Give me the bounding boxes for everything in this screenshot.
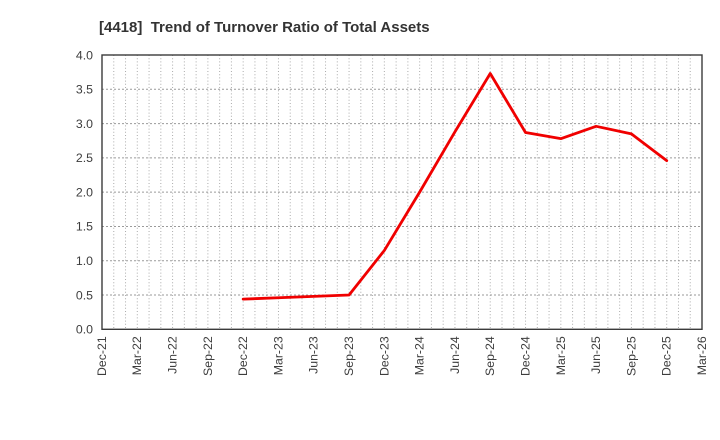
x-tick-label: Jun-25: [589, 336, 603, 374]
y-tick-label: 0.5: [76, 288, 93, 302]
y-tick-label: 4.0: [76, 48, 93, 62]
x-tick-label: Dec-24: [518, 336, 532, 376]
series-line: [241, 72, 669, 301]
y-tick-label: 2.5: [76, 151, 93, 165]
x-tick-label: Mar-26: [695, 336, 709, 375]
y-tick-label: 1.5: [76, 220, 93, 234]
x-tick-label: Sep-25: [624, 336, 638, 376]
x-tick-label: Dec-23: [377, 336, 391, 376]
y-axis-labels: 0.0 0.5 1.0 1.5 2.0 2.5 3.0 3.5 4.0: [76, 48, 93, 336]
grid: [102, 55, 702, 330]
x-tick-label: Dec-25: [660, 336, 674, 376]
x-tick-label: Jun-23: [307, 336, 321, 374]
x-tick-label: Sep-22: [201, 336, 215, 376]
x-tick-label: Mar-24: [413, 336, 427, 375]
x-tick-label: Mar-23: [271, 336, 285, 375]
x-tick-label: Jun-22: [166, 336, 180, 374]
y-tick-label: 3.5: [76, 83, 93, 97]
chart-title: [4418] Trend of Turnover Ratio of Total …: [99, 19, 430, 36]
y-tick-label: 0.0: [76, 323, 93, 337]
x-tick-label: Sep-23: [342, 336, 356, 376]
x-tick-label: Dec-21: [95, 336, 109, 376]
x-tick-label: Jun-24: [448, 336, 462, 374]
plot-border: [101, 54, 703, 330]
x-axis-labels: Dec-21 Mar-22 Jun-22 Sep-22 Dec-22 Mar-23 Jun-…: [95, 336, 709, 376]
x-tick-label: Sep-24: [483, 336, 497, 376]
y-tick-label: 3.0: [76, 117, 93, 131]
y-tick-label: 2.0: [76, 185, 93, 199]
x-tick-label: Dec-22: [236, 336, 250, 376]
y-tick-label: 1.0: [76, 254, 93, 268]
x-tick-label: Mar-22: [130, 336, 144, 375]
x-tick-label: Mar-25: [554, 336, 568, 375]
